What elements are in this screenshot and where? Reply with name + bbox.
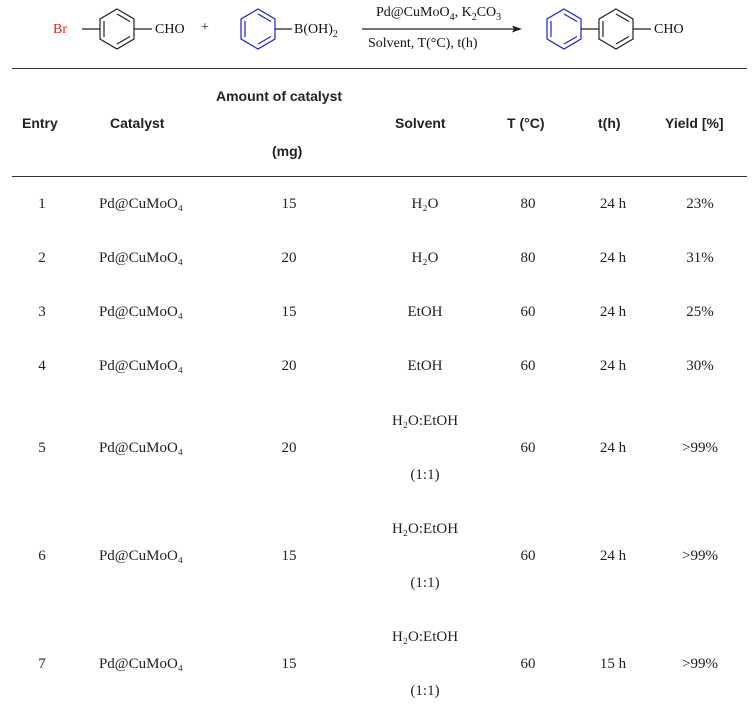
header-time: t(h) xyxy=(598,115,621,131)
cell-catalyst: Pd@CuMoO₄ xyxy=(98,196,184,212)
cell-temperature: 60 xyxy=(520,548,536,564)
cell-yield: >99% xyxy=(682,656,718,672)
cell-time: 24 h xyxy=(599,358,627,374)
cell-catalyst: Pd@CuMoO₄ xyxy=(98,358,184,374)
cell-amount: 20 xyxy=(281,358,297,374)
cell-temperature: 80 xyxy=(520,250,536,266)
cell-temperature: 80 xyxy=(520,196,536,212)
cell-amount: 15 xyxy=(281,304,297,320)
header-solvent: Solvent xyxy=(395,115,446,131)
cell-catalyst: Pd@CuMoO₄ xyxy=(98,250,184,266)
cell-entry: 6 xyxy=(38,548,46,564)
cell-amount: 15 xyxy=(281,196,297,212)
cell-yield: >99% xyxy=(682,440,718,456)
cell-time: 24 h xyxy=(599,304,627,320)
cell-time: 24 h xyxy=(599,250,627,266)
cell-catalyst: Pd@CuMoO₄ xyxy=(98,548,184,564)
cell-temperature: 60 xyxy=(520,656,536,672)
cell-catalyst: Pd@CuMoO₄ xyxy=(98,656,184,672)
header-amount: Amount of catalyst xyxy=(216,88,343,104)
cell-solvent: H₂O:EtOH xyxy=(391,521,459,537)
plus-sign: + xyxy=(201,20,209,35)
cell-entry: 7 xyxy=(38,656,46,672)
product-benzaldehyde-ring xyxy=(598,8,651,50)
cell-solvent: H₂O:EtOH xyxy=(391,413,459,429)
cell-temperature: 60 xyxy=(520,440,536,456)
cell-amount: 20 xyxy=(281,250,297,266)
reaction-scheme: Br CHO + B(OH)2 Pd@CuMoO4, K2CO3 Solvent… xyxy=(0,0,753,64)
conditions-bottom: Solvent, T(°C), t(h) xyxy=(368,36,478,51)
table-top-rule xyxy=(12,68,747,69)
cell-catalyst: Pd@CuMoO₄ xyxy=(98,440,184,456)
cell-time: 24 h xyxy=(599,196,627,212)
cell-solvent-ratio: (1:1) xyxy=(410,683,440,699)
cell-entry: 2 xyxy=(38,250,46,266)
conditions-top: Pd@CuMoO4, K2CO3 xyxy=(376,5,502,23)
cell-time: 24 h xyxy=(599,440,627,456)
cell-yield: 25% xyxy=(686,304,714,320)
cell-time: 15 h xyxy=(599,656,627,672)
cell-yield: 30% xyxy=(686,358,714,374)
cell-solvent: H₂O:EtOH xyxy=(391,629,459,645)
cell-solvent: H₂O xyxy=(411,250,439,266)
phenylboronic-ring xyxy=(240,8,276,50)
reaction-arrow xyxy=(362,25,522,33)
product-cho-label: CHO xyxy=(654,22,684,37)
product-phenyl-ring xyxy=(546,8,582,50)
cell-entry: 3 xyxy=(38,304,46,320)
cell-temperature: 60 xyxy=(520,304,536,320)
bromine-label: Br xyxy=(53,22,67,37)
cell-yield: 31% xyxy=(686,250,714,266)
cell-entry: 1 xyxy=(38,196,46,212)
reaction-scheme-drawing xyxy=(82,8,651,50)
cell-entry: 4 xyxy=(38,358,46,374)
cell-solvent: EtOH xyxy=(407,304,443,320)
cell-catalyst: Pd@CuMoO₄ xyxy=(98,304,184,320)
cell-entry: 5 xyxy=(38,440,46,456)
cell-temperature: 60 xyxy=(520,358,536,374)
cell-amount: 20 xyxy=(281,440,297,456)
boronic-acid-label: B(OH)2 xyxy=(294,22,338,40)
cell-yield: >99% xyxy=(682,548,718,564)
reactant-cho-label: CHO xyxy=(155,22,185,37)
cell-solvent-ratio: (1:1) xyxy=(410,467,440,483)
cell-time: 24 h xyxy=(599,548,627,564)
header-catalyst: Catalyst xyxy=(110,115,165,131)
table-header-rule xyxy=(12,176,747,177)
bromobenzaldehyde-ring xyxy=(82,8,152,50)
header-temperature: T (°C) xyxy=(507,115,545,131)
header-entry: Entry xyxy=(22,115,58,131)
cell-solvent-ratio: (1:1) xyxy=(410,575,440,591)
cell-solvent: H₂O xyxy=(411,196,439,212)
cell-amount: 15 xyxy=(281,548,297,564)
cell-solvent: EtOH xyxy=(407,358,443,374)
header-yield: Yield [%] xyxy=(665,115,724,131)
header-amount-unit: (mg) xyxy=(272,143,303,159)
cell-amount: 15 xyxy=(281,656,297,672)
cell-yield: 23% xyxy=(686,196,714,212)
